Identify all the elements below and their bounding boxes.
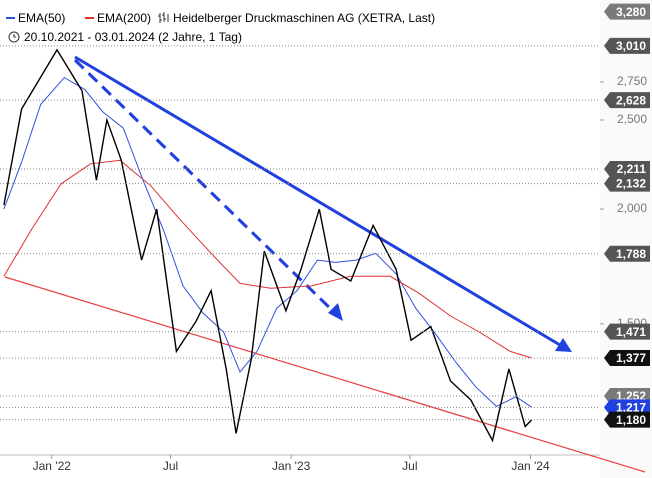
- legend-label: EMA(50): [18, 11, 65, 25]
- price-label-box: [604, 161, 650, 178]
- price-label-box: [604, 92, 650, 109]
- price-label: 3,280: [616, 5, 646, 19]
- support-line: [4, 276, 646, 473]
- price-label: 1,180: [616, 413, 646, 427]
- price-label: 2,211: [617, 162, 647, 176]
- dashed-trend: [73, 58, 336, 314]
- price-label-box: [604, 323, 650, 340]
- y-tick-label: 2,500: [617, 112, 647, 126]
- arrow-head: [555, 338, 572, 352]
- x-tick-label: Jul: [402, 459, 417, 473]
- trend-line: [74, 55, 561, 347]
- price-label-box: [604, 175, 650, 192]
- clock-icon: [8, 31, 20, 43]
- legend-label: Heidelberger Druckmaschinen AG (XETRA, L…: [173, 11, 435, 25]
- price-label-box: [604, 399, 650, 416]
- legend-swatch: [158, 12, 169, 23]
- y-tick-label: 2,750: [617, 74, 647, 88]
- price-label-box: [604, 3, 650, 20]
- legend: EMA(50) EMA(200) Heidelberger Druckmasch…: [6, 11, 435, 25]
- x-tick-label: Jan '24: [511, 459, 550, 473]
- price-label: 1,377: [616, 351, 646, 365]
- price-label: 1,788: [616, 247, 646, 261]
- series-line: [3, 159, 532, 359]
- price-label: 1,471: [616, 325, 646, 339]
- price-label: 2,628: [616, 93, 646, 107]
- price-label: 3,010: [616, 39, 646, 53]
- legend-label: EMA(200): [97, 11, 151, 25]
- price-label-box: [604, 37, 650, 54]
- subtitle: 20.10.2021 - 03.01.2024 (2 Jahre, 1 Tag): [24, 30, 242, 44]
- series-line: [3, 76, 533, 408]
- arrow-head: [328, 303, 343, 321]
- price-label-box: [604, 350, 650, 367]
- price-label: 1,217: [616, 401, 646, 415]
- price-label-box: [604, 245, 650, 262]
- clock-icon: [13, 34, 16, 38]
- price-label-box: [604, 411, 650, 428]
- y-tick-label: 2,000: [617, 201, 647, 215]
- x-tick-label: Jan '22: [33, 459, 72, 473]
- series-line: [3, 48, 533, 443]
- price-label: 2,132: [616, 177, 646, 191]
- x-tick-label: Jul: [163, 459, 178, 473]
- x-tick-label: Jan '23: [272, 459, 311, 473]
